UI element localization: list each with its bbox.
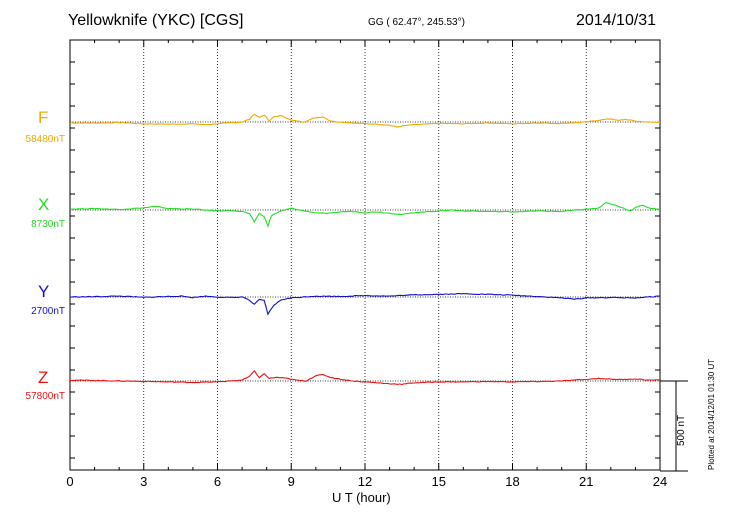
plot-date: 2014/10/31 <box>576 12 657 29</box>
trace-y <box>69 293 661 316</box>
baseline-value-f: 58480nT <box>25 134 65 145</box>
x-tick-label: 12 <box>358 474 372 489</box>
x-tick-label: 18 <box>505 474 519 489</box>
trace-z <box>70 370 661 386</box>
x-tick-label: 21 <box>579 474 593 489</box>
x-tick-label: 24 <box>653 474 667 489</box>
x-tick-label: 0 <box>66 474 73 489</box>
component-letter-x: X <box>38 195 50 214</box>
x-tick-label: 3 <box>140 474 147 489</box>
trace-f <box>70 113 660 128</box>
component-letter-z: Z <box>38 368 49 387</box>
x-axis-label: U T (hour) <box>332 490 391 505</box>
component-letter-f: F <box>38 108 49 127</box>
baseline-value-y: 2700nT <box>31 306 65 317</box>
trace-x <box>69 201 660 229</box>
x-tick-label: 15 <box>432 474 446 489</box>
x-tick-label: 9 <box>288 474 295 489</box>
plot-frame <box>69 39 661 471</box>
station-title: Yellowknife (YKC) [CGS] <box>68 12 244 29</box>
x-tick-label: 6 <box>214 474 221 489</box>
baseline-value-z: 57800nT <box>25 391 65 402</box>
baseline-value-x: 8730nT <box>31 219 65 230</box>
geographic-coords: GG ( 62.47°, 245.53°) <box>368 17 465 28</box>
component-letter-y: Y <box>38 282 50 301</box>
